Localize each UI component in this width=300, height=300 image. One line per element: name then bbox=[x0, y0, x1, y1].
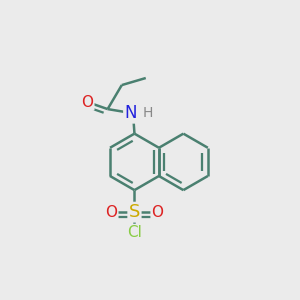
Text: S: S bbox=[129, 203, 140, 221]
Text: O: O bbox=[81, 94, 93, 110]
Text: H: H bbox=[142, 106, 152, 120]
Text: O: O bbox=[152, 205, 164, 220]
Text: O: O bbox=[105, 205, 117, 220]
Text: N: N bbox=[124, 104, 137, 122]
Text: Cl: Cl bbox=[127, 225, 142, 240]
